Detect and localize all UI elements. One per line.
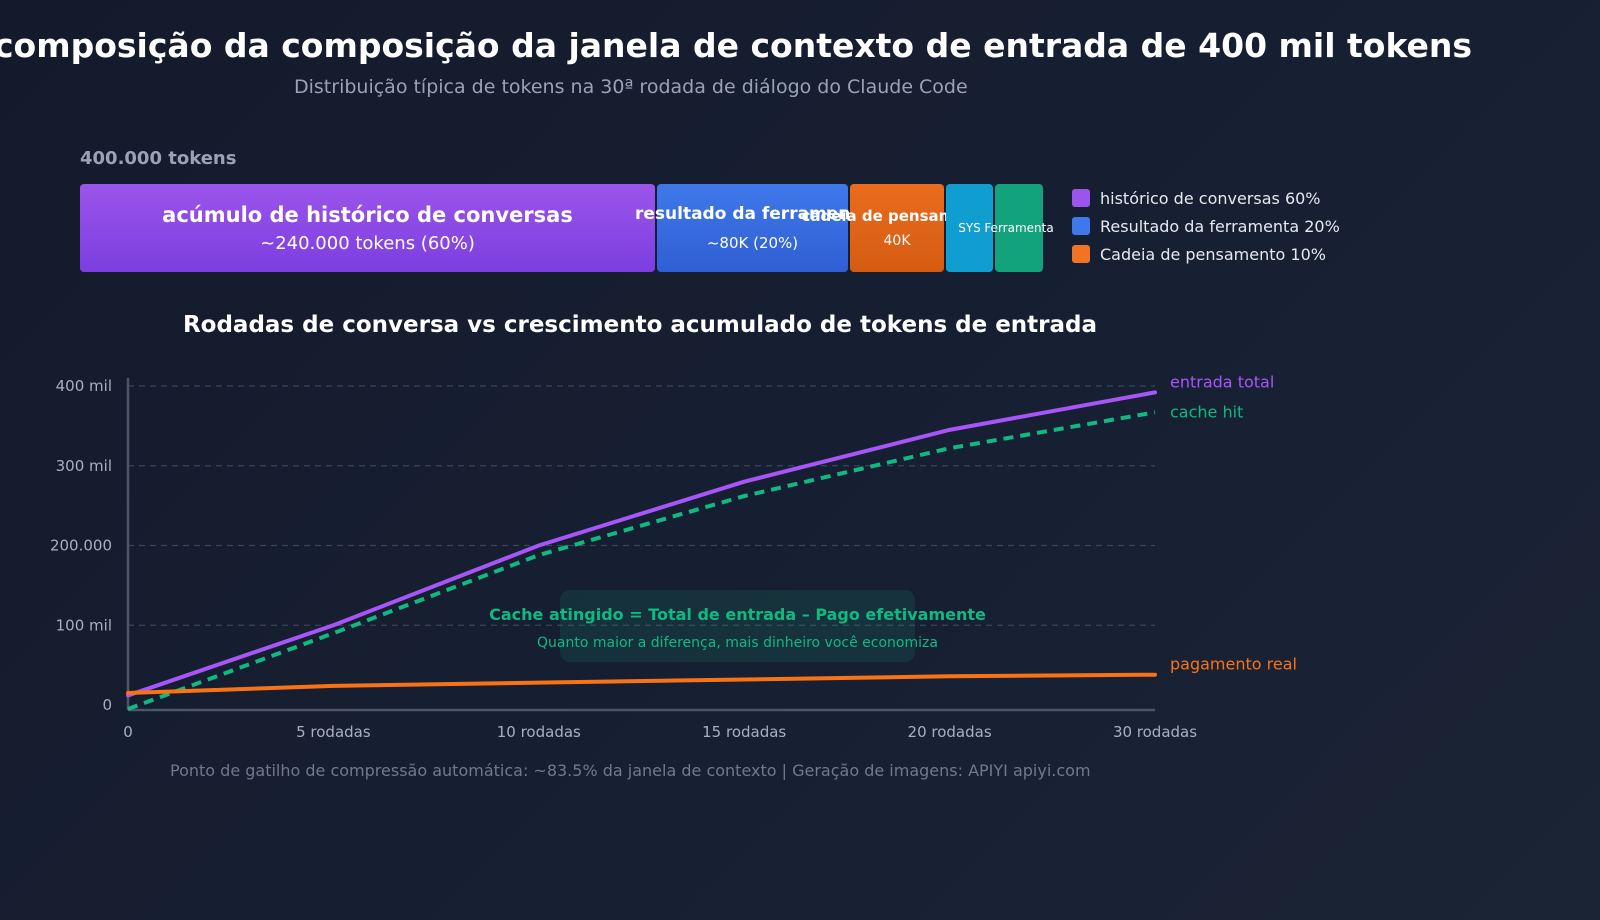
segment-tools-label: Ferramenta bbox=[984, 221, 1054, 235]
annotation-subtitle: Quanto maior a diferença, mais dinheiro … bbox=[537, 635, 938, 651]
series-label-1: cache hit bbox=[1170, 402, 1243, 421]
legend-label: histórico de conversas 60% bbox=[1100, 188, 1321, 208]
y-tick-label: 300 mil bbox=[56, 457, 112, 475]
x-tick-label: 10 rodadas bbox=[497, 723, 581, 741]
series-line-1 bbox=[127, 410, 1156, 711]
segment-tool-result-value: ~80K (20%) bbox=[706, 234, 799, 252]
segment-thinking-label: cadeia de pensamento bbox=[801, 207, 993, 225]
legend-swatch bbox=[1072, 245, 1090, 263]
legend-label: Cadeia de pensamento 10% bbox=[1100, 244, 1326, 264]
page-title: composição da composição da janela de co… bbox=[0, 26, 1473, 65]
page-subtitle: Distribuição típica de tokens na 30ª rod… bbox=[294, 76, 968, 98]
segment-tool-result-label: resultado da ferramenta bbox=[635, 204, 870, 224]
footer-note: Ponto de gatilho de compressão automátic… bbox=[170, 761, 1091, 780]
context-composition-bar: acúmulo de histórico de conversas ~240.0… bbox=[80, 184, 1054, 272]
legend-label: Resultado da ferramenta 20% bbox=[1100, 216, 1340, 236]
series-label-0: entrada total bbox=[1170, 372, 1274, 391]
x-tick-label: 0 bbox=[123, 723, 133, 741]
segment-thinking-value: 40K bbox=[883, 233, 911, 249]
y-tick-label: 100 mil bbox=[56, 616, 112, 634]
series-label-2: pagamento real bbox=[1170, 655, 1297, 674]
y-tick-label: 0 bbox=[102, 696, 112, 714]
token-growth-line-chart: 0 100 mil 200.000 300 mil 400 mil 0 5 rodadas 1… bbox=[50, 372, 1297, 741]
x-tick-label: 20 rodadas bbox=[908, 723, 992, 741]
segment-tools: Ferramenta bbox=[984, 184, 1054, 272]
y-tick-label: 200.000 bbox=[50, 537, 112, 555]
segment-history-value: ~240.000 tokens (60%) bbox=[260, 232, 475, 254]
total-tokens-label: 400.000 tokens bbox=[80, 148, 237, 169]
series-line-0 bbox=[126, 390, 1157, 698]
x-tick-label: 30 rodadas bbox=[1113, 723, 1197, 741]
series-line-2 bbox=[126, 672, 1157, 696]
x-tick-label: 15 rodadas bbox=[702, 723, 786, 741]
annotation-title: Cache atingido = Total de entrada – Pago… bbox=[489, 605, 986, 624]
segment-sys: SYS bbox=[946, 184, 993, 272]
annotation-box bbox=[560, 590, 915, 662]
segment-tool-result: resultado da ferramenta ~80K (20%) bbox=[635, 184, 870, 272]
segment-sys-label: SYS bbox=[958, 221, 981, 235]
legend-item-thinking: Cadeia de pensamento 10% bbox=[1072, 240, 1340, 268]
segment-thinking: cadeia de pensamento 40K bbox=[801, 184, 993, 272]
legend-swatch bbox=[1072, 189, 1090, 207]
x-tick-label: 5 rodadas bbox=[296, 723, 371, 741]
composition-legend: histórico de conversas 60% Resultado da … bbox=[1072, 184, 1340, 268]
segment-history: acúmulo de histórico de conversas ~240.0… bbox=[80, 184, 655, 272]
legend-item-tool-result: Resultado da ferramenta 20% bbox=[1072, 212, 1340, 240]
legend-swatch bbox=[1072, 217, 1090, 235]
legend-item-history: histórico de conversas 60% bbox=[1072, 184, 1340, 212]
y-tick-label: 400 mil bbox=[56, 377, 112, 395]
segment-history-label: acúmulo de histórico de conversas bbox=[162, 202, 573, 227]
chart-title: Rodadas de conversa vs crescimento acumu… bbox=[182, 312, 1098, 338]
